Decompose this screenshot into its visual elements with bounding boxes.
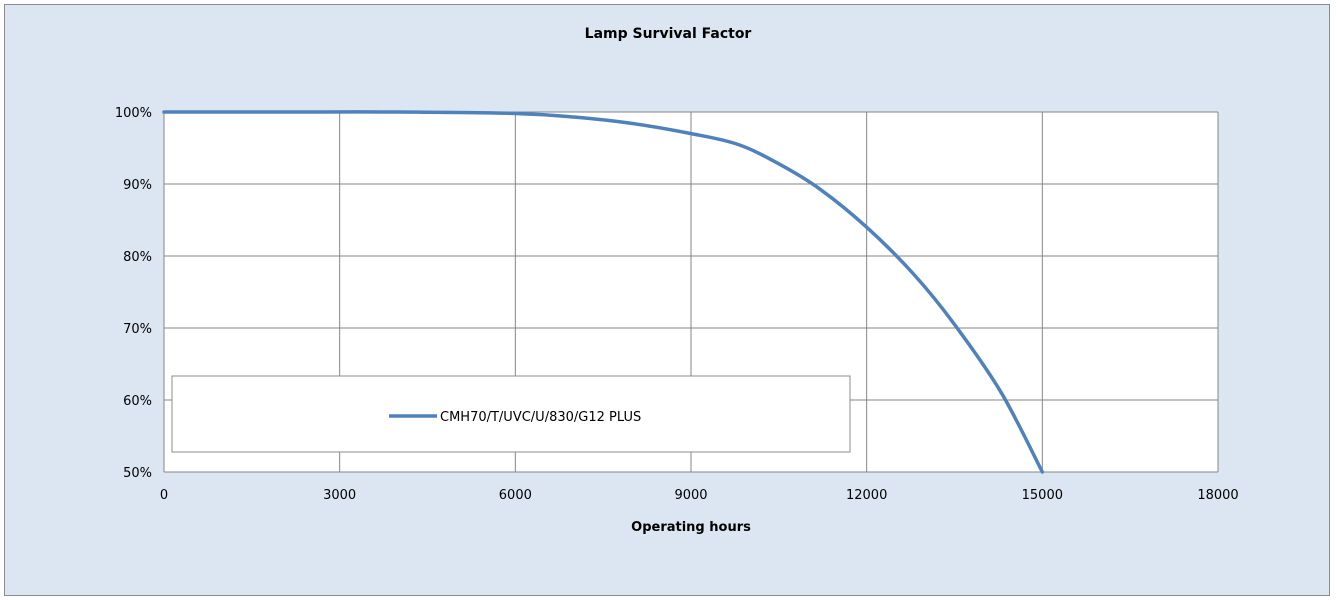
y-tick-label: 70% [123,322,152,337]
y-tick-label: 60% [123,394,152,409]
series-line [162,110,1045,474]
y-tick-label: 90% [123,178,152,193]
x-tick-label: 12000 [846,488,887,503]
series-layer [162,110,1045,474]
legend-box [171,375,851,453]
legend: CMH70/T/UVC/U/830/G12 PLUS [171,375,851,453]
y-tick-label: 100% [115,106,152,121]
x-tick-label: 0 [160,488,168,503]
x-tick-label: 6000 [499,488,532,503]
x-tick-label: 18000 [1197,488,1238,503]
tick-layer: 50% 60% 70% 80% 90% 100% 0 3000 6000 9000 12000 150… [115,106,1239,503]
chart-title: Lamp Survival Factor [585,26,752,42]
x-tick-label: 3000 [323,488,356,503]
y-tick-label: 50% [123,466,152,481]
legend-label: CMH70/T/UVC/U/830/G12 PLUS [440,410,641,425]
x-tick-label: 9000 [674,488,707,503]
x-tick-label: 15000 [1022,488,1063,503]
x-axis-title: Operating hours [631,520,751,535]
y-tick-label: 80% [123,250,152,265]
